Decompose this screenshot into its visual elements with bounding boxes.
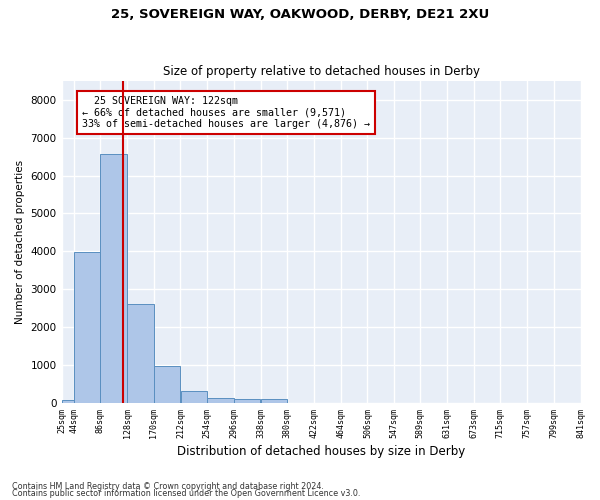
Bar [100,154,127,402]
Title: Size of property relative to detached houses in Derby: Size of property relative to detached ho… [163,66,479,78]
Bar [261,399,287,402]
Bar [62,400,88,402]
Y-axis label: Number of detached properties: Number of detached properties [15,160,25,324]
Bar [74,252,100,402]
Text: Contains public sector information licensed under the Open Government Licence v3: Contains public sector information licen… [12,490,361,498]
Text: Contains HM Land Registry data © Crown copyright and database right 2024.: Contains HM Land Registry data © Crown c… [12,482,324,491]
Bar [154,366,181,402]
Text: 25 SOVEREIGN WAY: 122sqm  
← 66% of detached houses are smaller (9,571)
33% of s: 25 SOVEREIGN WAY: 122sqm ← 66% of detach… [82,96,370,128]
Bar [208,398,234,402]
Bar [127,304,154,402]
Bar [181,391,207,402]
Bar [234,398,260,402]
Text: 25, SOVEREIGN WAY, OAKWOOD, DERBY, DE21 2XU: 25, SOVEREIGN WAY, OAKWOOD, DERBY, DE21 … [111,8,489,20]
X-axis label: Distribution of detached houses by size in Derby: Distribution of detached houses by size … [177,444,465,458]
